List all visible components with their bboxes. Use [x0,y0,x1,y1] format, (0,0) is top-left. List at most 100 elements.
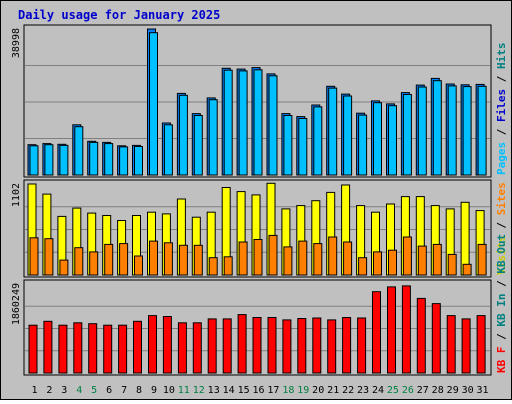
bar-sites [178,244,188,276]
legend-entry: Sites [495,182,508,215]
legend-entry: KB Out [495,234,508,274]
legend-entry: Hits [495,43,508,70]
bar-pages [134,146,143,176]
x-tick-label: 4 [76,385,82,396]
bar-sites [313,243,323,276]
bar-kb-f [476,315,486,374]
bar-kb-f [103,324,113,374]
legend-entry: / [495,69,508,89]
x-tick-label: 22 [342,385,354,396]
legend-entry: Pages [495,142,508,175]
y-max-label: 1860249 [11,283,22,325]
bar-pages [373,102,382,176]
bar-sites [104,243,114,276]
bar-kb-f [192,322,202,374]
bar-kb-f [162,316,172,374]
panel-kbytes: 1860249 KB F / KB In / KB Out [11,234,508,376]
bar-kb-f [342,317,352,374]
bar-sites [447,253,457,276]
x-tick-label: 26 [402,385,414,396]
bar-pages [313,106,323,176]
bar-pages [343,95,353,176]
bar-kb-f [177,322,187,374]
y-max-label: 38998 [11,28,22,58]
bar-kb-f [327,319,337,374]
x-tick-label: 24 [372,385,384,396]
bar-pages [44,144,54,176]
bar-sites [193,244,203,276]
bar-kb-f [148,315,157,374]
x-tick-label: 10 [163,385,175,396]
bar-sites [343,241,353,276]
bar-pages [223,69,233,176]
bar-kb-f [237,314,247,374]
bar-sites [223,256,233,276]
x-tick-label: 5 [91,385,97,396]
chart-title: Daily usage for January 2025 [18,8,220,22]
bar-pages [89,141,99,176]
bar-sites [134,255,143,276]
bar-pages [104,143,114,176]
bar-pages [238,70,248,176]
bar-kb-f [446,315,456,374]
legend-entry: KB F [495,347,508,374]
bar-sites [417,245,427,276]
panel-hits: 38998 Pages / Files / Hits [11,24,508,178]
bar-kb-f [416,297,426,374]
bar-kb-f [461,318,471,374]
x-tick-label: 30 [462,385,474,396]
bar-kb-f [118,324,128,374]
bar-pages [193,115,203,176]
x-tick-label: 9 [151,385,157,396]
x-tick-label: 31 [476,385,488,396]
bar-sites [74,247,84,276]
bar-sites [238,241,248,276]
bar-kb-f [73,322,83,374]
bar-sites [44,238,54,276]
bar-kb-f [282,319,292,374]
bar-pages [283,115,293,176]
x-tick-label: 7 [121,385,127,396]
x-tick-label: 27 [417,385,429,396]
bar-pages [432,80,442,176]
bar-sites [388,249,397,276]
legend-entry: Files [495,89,508,122]
bar-kb-f [207,318,217,374]
bar-kb-f [43,320,53,374]
bar-pages [208,99,218,176]
bar-kb-f [58,324,68,374]
bar-pages [388,105,397,176]
bar-sites [373,251,382,276]
bar-kb-f [312,317,322,374]
x-tick-label: 15 [238,385,250,396]
bar-kb-f [222,318,232,374]
bar-kb-f [252,317,262,374]
bar-pages [119,146,129,176]
bar-sites [29,237,39,276]
bar-pages [298,118,308,176]
x-tick-label: 2 [46,385,52,396]
x-tick-label: 23 [357,385,369,396]
legend-entry: Visits [495,235,508,275]
bar-sites [59,259,69,276]
bar-sites [163,242,173,276]
x-tick-label: 21 [327,385,339,396]
legend-entry: / [495,327,508,347]
bar-pages [163,124,173,176]
bar-sites [208,257,218,276]
panel-visits: 1102 Visits / Sites [11,179,508,278]
bar-sites [432,243,442,276]
bar-pages [149,32,158,176]
bar-sites [462,263,472,276]
bar-sites [149,240,158,276]
bar-pages [253,69,263,176]
bar-kb-f [401,285,411,374]
bar-pages [29,145,39,176]
x-tick-label: 6 [106,385,112,396]
legend-entry: / [495,215,508,235]
bar-kb-f [357,317,367,374]
bar-sites [253,239,263,276]
y-max-label: 1102 [11,183,22,207]
bar-kb-f [133,320,142,374]
